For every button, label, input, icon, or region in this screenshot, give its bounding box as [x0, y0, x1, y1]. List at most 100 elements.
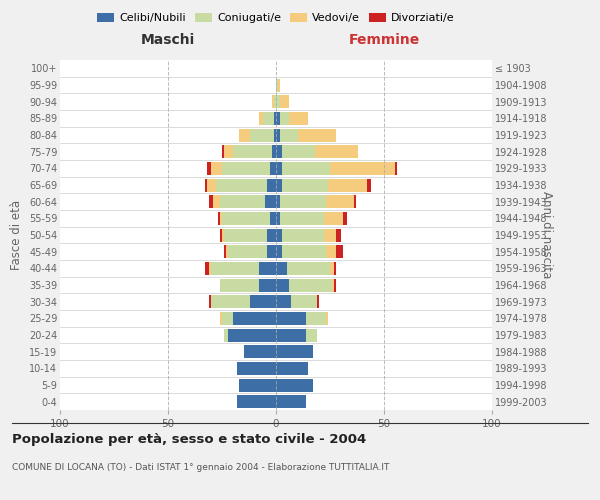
Bar [229, 328, 276, 342]
Bar [268, 178, 276, 192]
Bar [207, 162, 211, 175]
Bar [224, 228, 268, 241]
Bar [211, 262, 259, 275]
Bar [272, 95, 274, 108]
Bar [317, 295, 319, 308]
Bar [211, 162, 222, 175]
Bar [283, 145, 315, 158]
Bar [274, 112, 276, 125]
Bar [222, 162, 269, 175]
Bar [306, 312, 326, 325]
Bar [233, 312, 276, 325]
Bar [287, 262, 330, 275]
Bar [330, 262, 334, 275]
Bar [276, 78, 278, 92]
Bar [259, 262, 276, 275]
Bar [276, 145, 283, 158]
Bar [278, 78, 280, 92]
Bar [269, 212, 276, 225]
Text: COMUNE DI LOCANA (TO) - Dati ISTAT 1° gennaio 2004 - Elaborazione TUTTITALIA.IT: COMUNE DI LOCANA (TO) - Dati ISTAT 1° ge… [12, 462, 389, 471]
Bar [395, 162, 397, 175]
Bar [220, 212, 222, 225]
Bar [283, 245, 326, 258]
Bar [209, 262, 211, 275]
Bar [211, 295, 250, 308]
Text: Femmine: Femmine [349, 32, 419, 46]
Bar [289, 112, 308, 125]
Bar [276, 228, 283, 241]
Legend: Celibi/Nubili, Coniugati/e, Vedovi/e, Divorziati/e: Celibi/Nubili, Coniugati/e, Vedovi/e, Di… [93, 8, 459, 28]
Bar [205, 178, 207, 192]
Bar [291, 295, 317, 308]
Bar [268, 228, 276, 241]
Bar [334, 262, 337, 275]
Bar [239, 378, 276, 392]
Y-axis label: Fasce di età: Fasce di età [10, 200, 23, 270]
Text: Maschi: Maschi [141, 32, 195, 46]
Bar [332, 278, 334, 291]
Bar [222, 228, 224, 241]
Bar [233, 145, 272, 158]
Bar [326, 312, 328, 325]
Bar [222, 312, 233, 325]
Bar [276, 195, 280, 208]
Bar [276, 212, 280, 225]
Y-axis label: Anni di nascita: Anni di nascita [540, 192, 553, 278]
Bar [315, 145, 358, 158]
Bar [326, 245, 337, 258]
Bar [237, 395, 276, 408]
Bar [276, 345, 313, 358]
Bar [268, 245, 276, 258]
Bar [224, 245, 226, 258]
Bar [298, 128, 337, 141]
Bar [289, 278, 332, 291]
Bar [367, 178, 371, 192]
Bar [323, 228, 337, 241]
Bar [323, 212, 343, 225]
Bar [276, 362, 308, 375]
Bar [326, 195, 354, 208]
Bar [263, 112, 274, 125]
Bar [276, 178, 283, 192]
Bar [283, 228, 323, 241]
Bar [229, 245, 268, 258]
Bar [224, 328, 229, 342]
Bar [220, 278, 259, 291]
Bar [280, 212, 323, 225]
Bar [224, 145, 233, 158]
Bar [328, 178, 367, 192]
Bar [244, 345, 276, 358]
Bar [343, 212, 347, 225]
Bar [276, 162, 283, 175]
Bar [276, 328, 306, 342]
Bar [220, 312, 222, 325]
Bar [222, 212, 269, 225]
Bar [306, 328, 317, 342]
Bar [354, 195, 356, 208]
Bar [337, 228, 341, 241]
Bar [269, 162, 276, 175]
Bar [330, 162, 395, 175]
Bar [250, 295, 276, 308]
Bar [276, 95, 280, 108]
Bar [276, 378, 313, 392]
Bar [265, 195, 276, 208]
Bar [222, 145, 224, 158]
Bar [250, 128, 274, 141]
Bar [239, 128, 250, 141]
Bar [280, 95, 289, 108]
Bar [283, 162, 330, 175]
Bar [276, 295, 291, 308]
Bar [276, 278, 289, 291]
Bar [280, 195, 326, 208]
Bar [209, 295, 211, 308]
Bar [280, 112, 289, 125]
Bar [276, 112, 280, 125]
Bar [220, 195, 265, 208]
Bar [220, 228, 222, 241]
Bar [276, 312, 306, 325]
Bar [209, 195, 214, 208]
Bar [272, 145, 276, 158]
Text: Popolazione per età, sesso e stato civile - 2004: Popolazione per età, sesso e stato civil… [12, 432, 366, 446]
Bar [337, 245, 343, 258]
